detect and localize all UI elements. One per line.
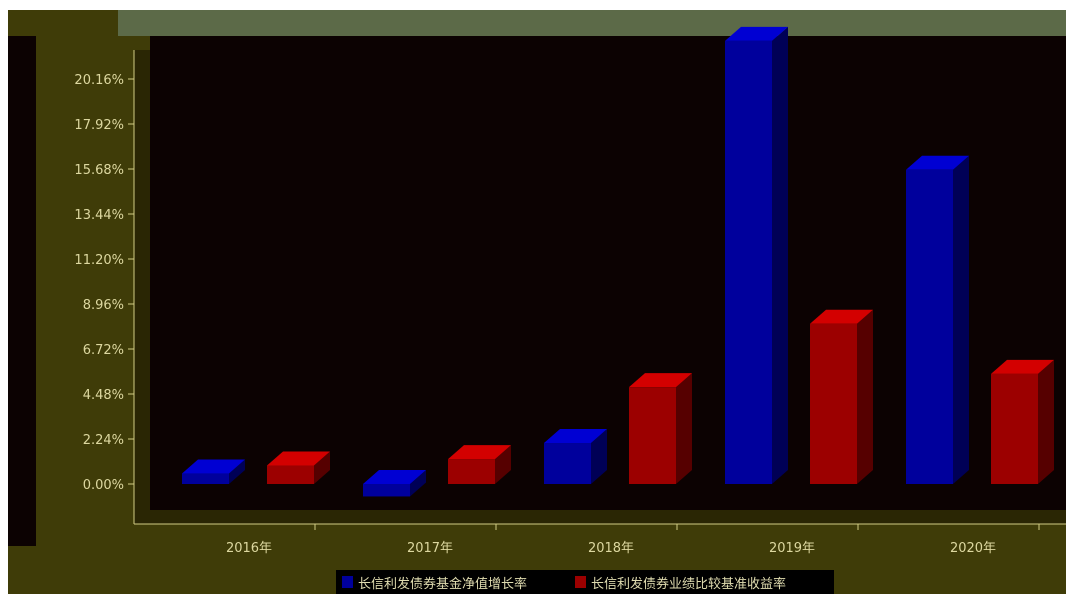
y-tick-label: 20.16% [74, 73, 124, 88]
bar-1 [182, 459, 245, 484]
legend-swatch-series-2 [575, 576, 586, 588]
bar-2 [448, 445, 511, 484]
legend: 长信利发债券基金净值增长率 长信利发债券业绩比较基准收益率 [336, 570, 834, 594]
plot-floor [134, 510, 1066, 524]
bar-2 [267, 451, 330, 484]
y-tick-label: 4.48% [83, 388, 124, 403]
x-tick-label: 2020年 [950, 541, 996, 556]
y-tick-label: 13.44% [74, 208, 124, 223]
legend-label-series-2: 长信利发债券业绩比较基准收益率 [591, 576, 786, 592]
y-tick-label: 6.72% [83, 343, 124, 358]
chart-top-strip [118, 10, 1066, 36]
bars-group [182, 26, 1054, 497]
x-tick-label: 2019年 [769, 541, 815, 556]
y-tick-label: 15.68% [74, 163, 124, 178]
x-tick-label: 2017年 [407, 541, 453, 556]
bar-2 [629, 373, 692, 484]
bar-1 [363, 470, 426, 497]
x-tick-label: 2018年 [588, 541, 634, 556]
bar-1 [725, 26, 788, 485]
x-tick-label: 2016年 [226, 541, 272, 556]
y-tick-label: 0.00% [83, 478, 124, 493]
bar-1 [544, 429, 607, 484]
y-tick-label: 17.92% [74, 118, 124, 133]
bar-1 [906, 155, 969, 484]
left-panel [8, 36, 36, 546]
legend-label-series-1: 长信利发债券基金净值增长率 [358, 576, 527, 592]
y-axis: 0.00% 2.24% 4.48% 6.72% 8.96% 11.20% 13.44% 15.… [74, 50, 135, 524]
y-tick-label: 8.96% [83, 298, 124, 313]
y-tick-label: 2.24% [83, 433, 124, 448]
plot-left-wall [134, 50, 150, 524]
legend-swatch-series-1 [342, 576, 353, 588]
bar-2 [991, 359, 1054, 484]
x-axis: 2016年 2017年 2018年 2019年 2020年 [134, 523, 1066, 556]
bar-2 [810, 309, 873, 484]
y-tick-label: 11.20% [74, 253, 124, 268]
